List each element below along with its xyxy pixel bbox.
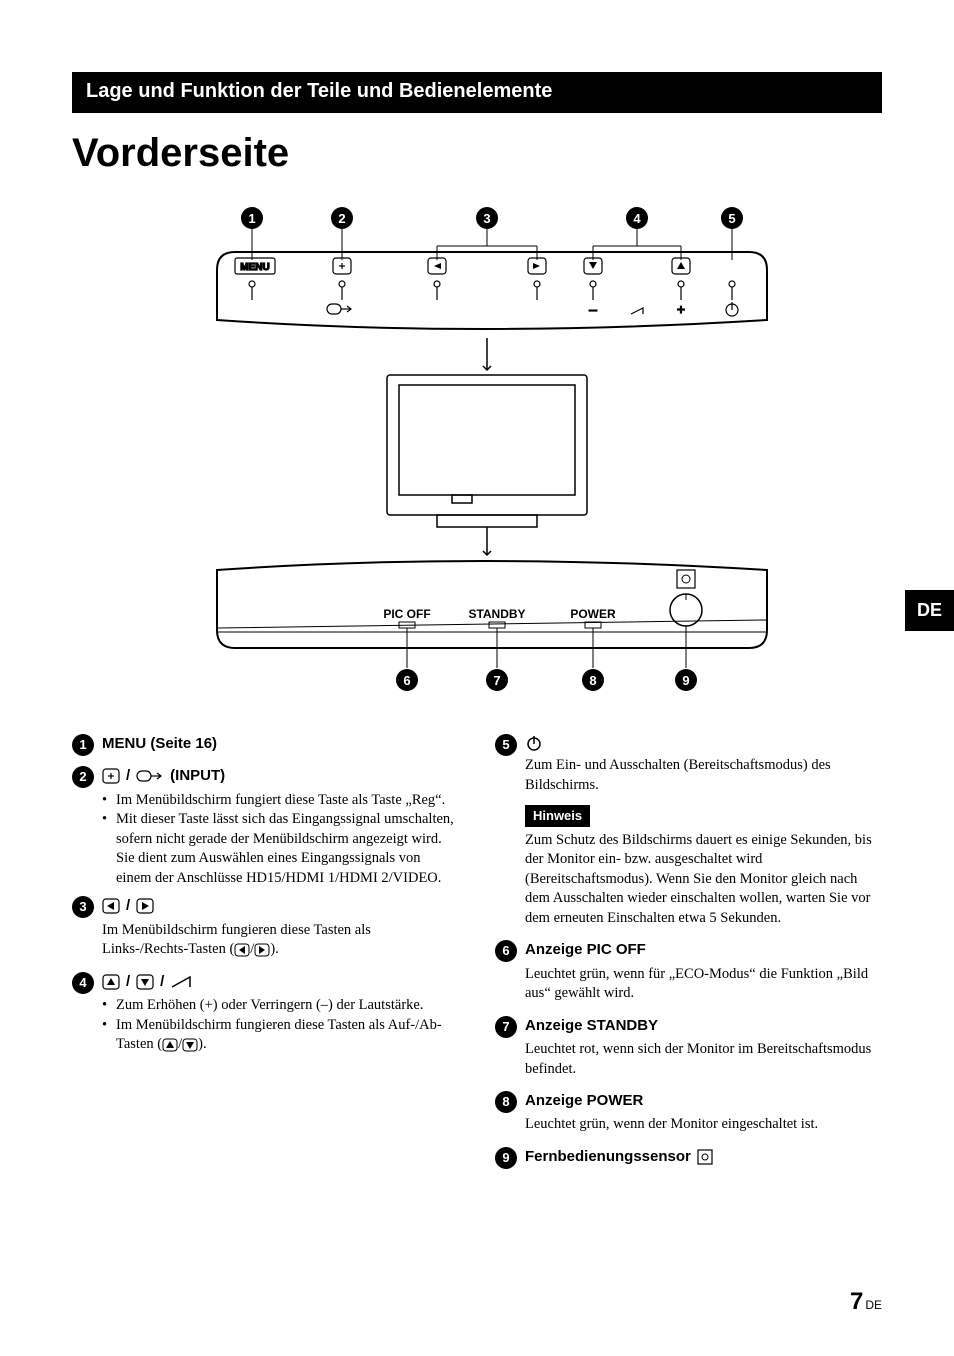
item-4-bullet-2: Im Menübildschirm fungieren diese Tasten… bbox=[116, 1016, 459, 1055]
item-9-head: Fernbedienungssensor bbox=[525, 1147, 882, 1167]
svg-text:1: 1 bbox=[248, 211, 255, 226]
item-2-bullet-2: Mit dieser Taste lässt sich das Eingangs… bbox=[116, 810, 459, 888]
item-5: 5 Zum Ein- und Ausschalten (Bereitschaft… bbox=[495, 734, 882, 932]
item-2-bullet-1: Im Menübildschirm fungiert diese Taste a… bbox=[116, 791, 459, 811]
item-2: 2 / (INPUT) •Im Menübildschirm fungiert … bbox=[72, 766, 459, 888]
badge-5: 5 bbox=[495, 734, 517, 756]
page-number-value: 7 bbox=[850, 1288, 863, 1315]
page-title: Vorderseite bbox=[72, 131, 882, 176]
item-4-bullet-1: Zum Erhöhen (+) oder Verringern (–) der … bbox=[116, 996, 459, 1016]
slash: / bbox=[126, 766, 130, 786]
badge-2: 2 bbox=[72, 766, 94, 788]
front-panel-diagram: 1 2 3 4 5 bbox=[177, 200, 777, 710]
badge-1: 1 bbox=[72, 734, 94, 756]
item-6: 6 Anzeige PIC OFF Leuchtet grün, wenn fü… bbox=[495, 940, 882, 1007]
bullet: • bbox=[102, 996, 116, 1016]
item-8: 8 Anzeige POWER Leuchtet grün, wenn der … bbox=[495, 1091, 882, 1139]
menu-label: MENU bbox=[240, 262, 269, 273]
power-label: POWER bbox=[570, 607, 616, 621]
item-8-body: Leuchtet grün, wenn der Monitor eingesch… bbox=[525, 1115, 882, 1135]
diagram-svg: 1 2 3 4 5 bbox=[177, 200, 777, 710]
item-3-body: Im Menübildschirm fungieren diese Tasten… bbox=[102, 921, 459, 960]
item-1-head: MENU (Seite 16) bbox=[102, 734, 459, 754]
volume-icon bbox=[170, 975, 192, 989]
left-arrow-box-icon bbox=[234, 943, 250, 957]
badge-3: 3 bbox=[72, 896, 94, 918]
language-tab: DE bbox=[905, 590, 954, 631]
item-5-hinweis: Zum Schutz des Bildschirms dauert es ein… bbox=[525, 831, 882, 929]
item-3-head: / bbox=[102, 896, 459, 916]
right-arrow-box-icon bbox=[254, 943, 270, 957]
left-column: 1 MENU (Seite 16) 2 / (INPUT) •Im Menübi… bbox=[72, 734, 459, 1179]
svg-text:4: 4 bbox=[633, 211, 641, 226]
item-4: 4 / / •Zum Erhöhen (+) oder Verringern (… bbox=[72, 972, 459, 1055]
item-8-head: Anzeige POWER bbox=[525, 1091, 882, 1111]
down-arrow-box-icon bbox=[182, 1038, 198, 1052]
section-header: Lage und Funktion der Teile und Bedienel… bbox=[72, 72, 882, 113]
item-6-head: Anzeige PIC OFF bbox=[525, 940, 882, 960]
item-2-head-text: (INPUT) bbox=[170, 766, 225, 786]
item-9-head-text: Fernbedienungssensor bbox=[525, 1147, 691, 1167]
svg-text:8: 8 bbox=[589, 673, 596, 688]
item-7: 7 Anzeige STANDBY Leuchtet rot, wenn sic… bbox=[495, 1016, 882, 1083]
item-5-body: Zum Ein- und Ausschalten (Bereitschaftsm… bbox=[525, 756, 882, 795]
monitor-drawing bbox=[387, 338, 587, 555]
svg-text:+: + bbox=[677, 301, 685, 317]
badge-4: 4 bbox=[72, 972, 94, 994]
badge-9: 9 bbox=[495, 1147, 517, 1169]
item-7-head: Anzeige STANDBY bbox=[525, 1016, 882, 1036]
slash: / bbox=[126, 896, 130, 916]
up-arrow-box-icon bbox=[102, 974, 120, 990]
svg-text:9: 9 bbox=[682, 673, 689, 688]
item-6-body: Leuchtet grün, wenn für „ECO-Modus“ die … bbox=[525, 965, 882, 1004]
down-arrow-box-icon bbox=[136, 974, 154, 990]
bullet: • bbox=[102, 791, 116, 811]
slash: / bbox=[126, 972, 130, 992]
input-arrow-icon bbox=[136, 769, 164, 783]
right-arrow-box-icon bbox=[136, 898, 154, 914]
bottom-panel: PIC OFF STANDBY POWER 6 7 8 bbox=[217, 561, 767, 691]
standby-label: STANDBY bbox=[468, 607, 525, 621]
svg-text:2: 2 bbox=[338, 211, 345, 226]
description-columns: 1 MENU (Seite 16) 2 / (INPUT) •Im Menübi… bbox=[72, 734, 882, 1179]
bullet: • bbox=[102, 810, 116, 888]
slash: / bbox=[160, 972, 164, 992]
item-2-head: / (INPUT) bbox=[102, 766, 459, 786]
svg-text:3: 3 bbox=[483, 211, 490, 226]
item-9: 9 Fernbedienungssensor bbox=[495, 1147, 882, 1171]
hinweis-label: Hinweis bbox=[525, 805, 590, 827]
badge-6: 6 bbox=[495, 940, 517, 962]
badge-8: 8 bbox=[495, 1091, 517, 1113]
item-7-body: Leuchtet rot, wenn sich der Monitor im B… bbox=[525, 1040, 882, 1079]
plus-box-icon bbox=[102, 768, 120, 784]
page-number-lang: DE bbox=[865, 1298, 882, 1312]
power-icon bbox=[525, 734, 543, 752]
svg-text:5: 5 bbox=[728, 211, 735, 226]
item-5-head bbox=[525, 734, 882, 752]
badge-7: 7 bbox=[495, 1016, 517, 1038]
left-arrow-box-icon bbox=[102, 898, 120, 914]
top-panel: 1 2 3 4 5 bbox=[217, 207, 767, 329]
remote-icon bbox=[697, 1149, 713, 1165]
item-3: 3 / Im Menübildschirm fungieren diese Ta… bbox=[72, 896, 459, 963]
page-number: 7DE bbox=[850, 1288, 882, 1316]
bullet: • bbox=[102, 1016, 116, 1055]
item-4-head: / / bbox=[102, 972, 459, 992]
item-1: 1 MENU (Seite 16) bbox=[72, 734, 459, 758]
picoff-label: PIC OFF bbox=[383, 607, 430, 621]
svg-text:6: 6 bbox=[403, 673, 410, 688]
svg-text:–: – bbox=[589, 301, 597, 317]
up-arrow-box-icon bbox=[162, 1038, 178, 1052]
svg-text:7: 7 bbox=[493, 673, 500, 688]
right-column: 5 Zum Ein- und Ausschalten (Bereitschaft… bbox=[495, 734, 882, 1179]
